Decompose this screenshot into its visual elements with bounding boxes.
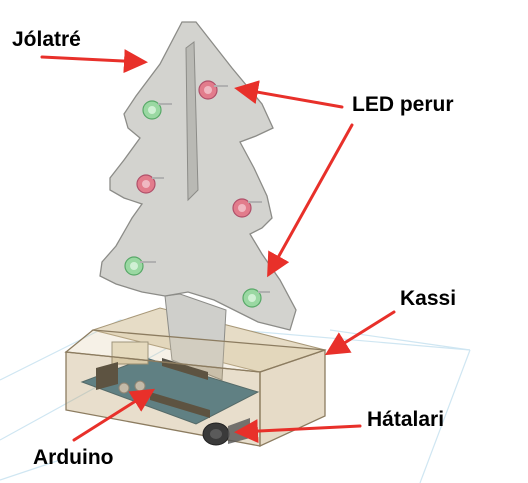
arrow-led-bottom [267, 123, 354, 278]
label-arduino: Arduino [33, 446, 114, 469]
label-tree: Jólatré [12, 28, 81, 51]
arrow-tree [40, 49, 148, 74]
label-led-bulbs: LED perur [352, 93, 454, 116]
led-red-top [198, 80, 228, 100]
arrow-led-top [234, 80, 344, 109]
label-speaker: Hátalari [367, 408, 445, 431]
annotation-arrows [40, 49, 396, 444]
label-box: Kassi [400, 287, 457, 310]
enclosure-box [64, 329, 326, 448]
led-red-right [232, 198, 262, 218]
led-red-left [136, 174, 164, 194]
led-green-upper [142, 100, 172, 120]
led-green-lower-left [124, 256, 156, 276]
arrow-box [324, 310, 396, 356]
arrow-speaker [234, 419, 362, 444]
led-green-lower-right [242, 288, 270, 308]
tree-slot [185, 41, 199, 202]
arrow-arduino [72, 388, 156, 442]
